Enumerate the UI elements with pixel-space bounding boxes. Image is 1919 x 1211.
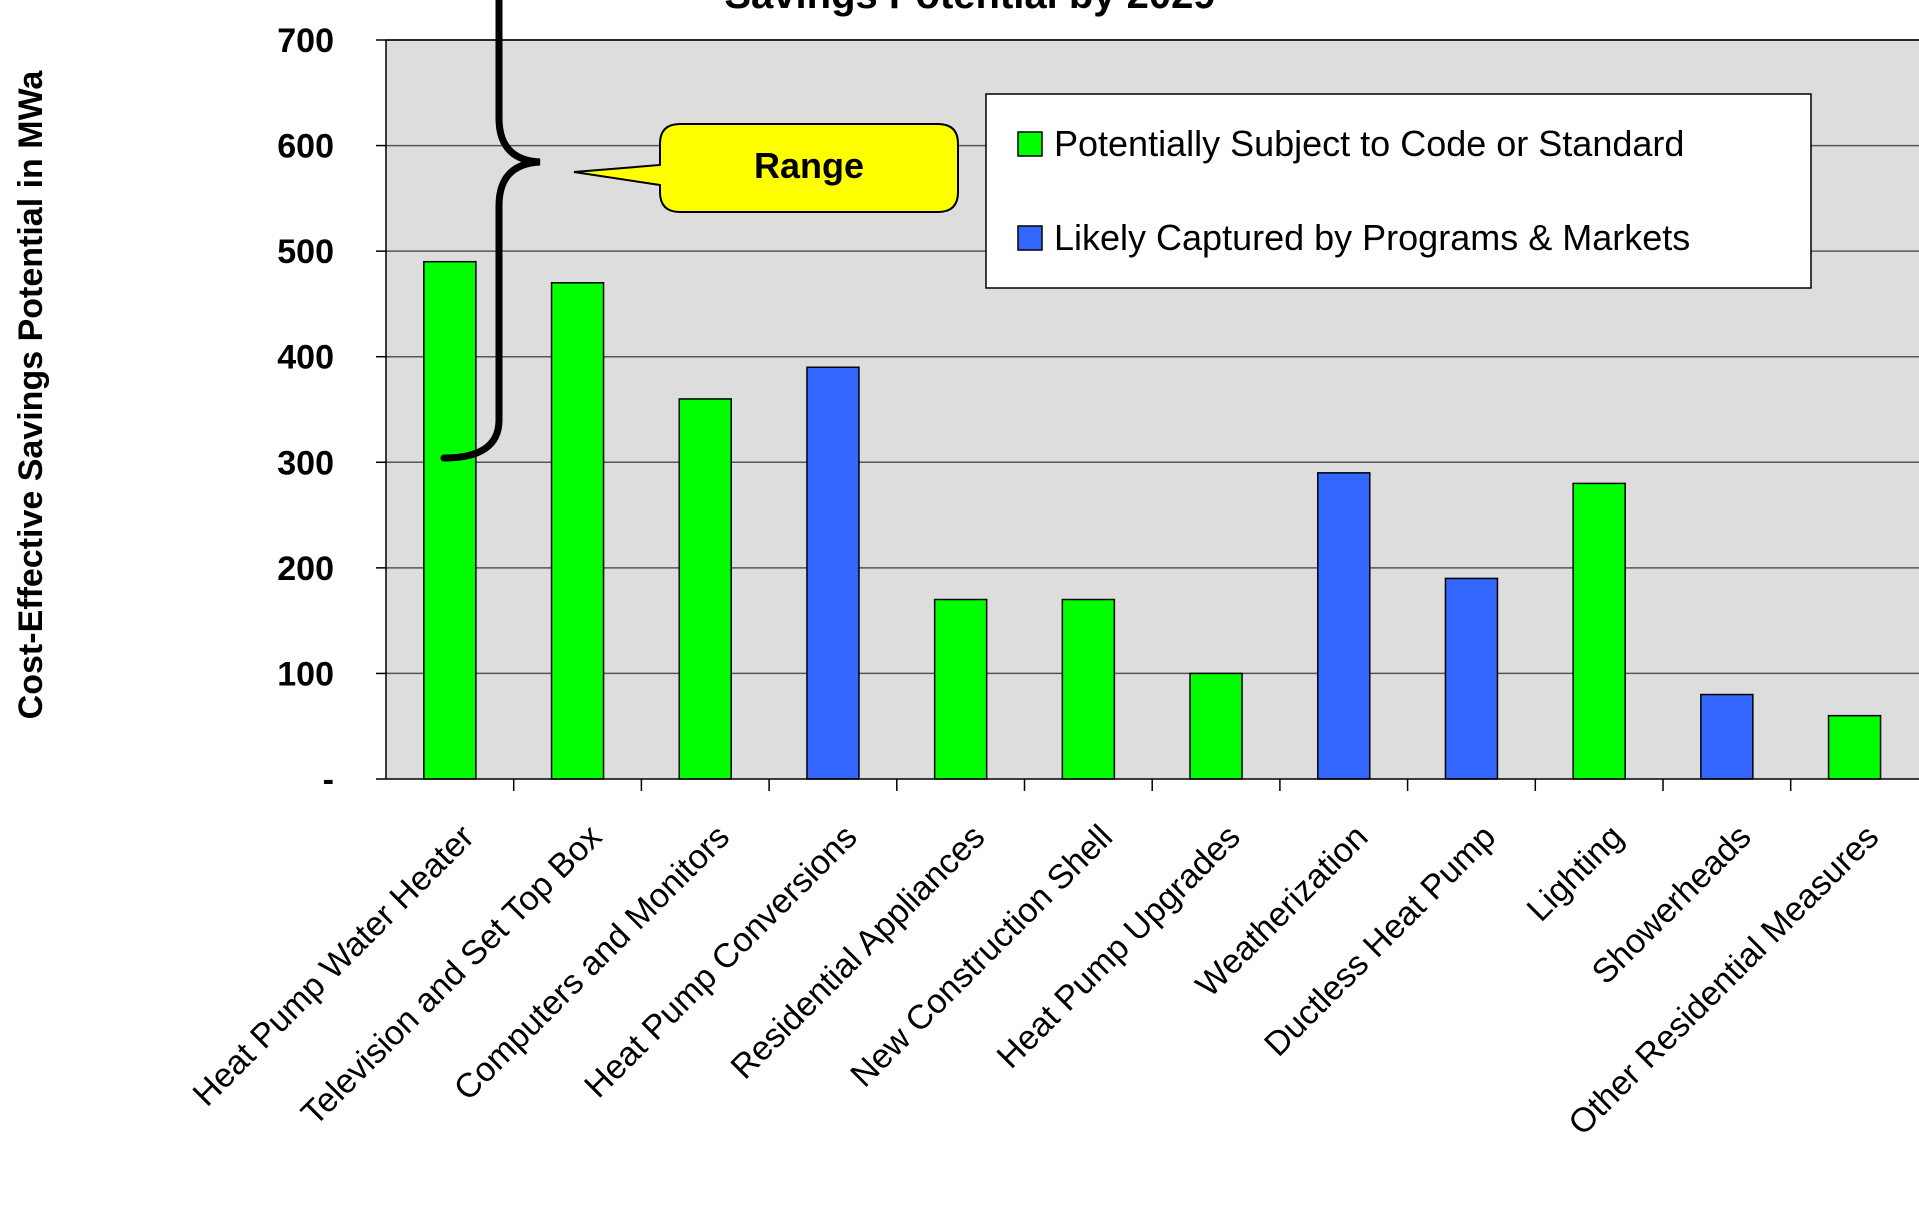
legend-swatch-programs-markets — [1017, 225, 1043, 251]
bar-heat-pump-upgrades — [1189, 672, 1243, 780]
range-annotation: Range — [440, 0, 959, 462]
bar-other-residential-measures — [1827, 714, 1882, 780]
y-tick-label-0: - — [323, 761, 334, 799]
chart-title: Savings Potential by 2029 — [724, 0, 1215, 17]
bar-new-construction-shell — [1061, 598, 1116, 780]
y-tick-label-600: 600 — [277, 128, 334, 166]
legend-swatch-code-standard — [1017, 131, 1043, 157]
legend-label-programs-markets: Likely Captured by Programs & Markets — [1054, 217, 1690, 258]
y-tick-label-200: 200 — [277, 550, 334, 588]
axes-layer — [385, 39, 1919, 791]
y-tick-labels: - 100 200 300 400 500 600 700 — [277, 22, 334, 799]
bar-residential-appliances — [933, 598, 988, 780]
x-tick-label-lighting: Lighting — [1520, 818, 1631, 929]
y-tick-label-700: 700 — [277, 22, 334, 60]
x-tick-label-ductless-heat-pump: Ductless Heat Pump — [1257, 818, 1503, 1064]
x-tick-label-heat-pump-upgrades: Heat Pump Upgrades — [990, 818, 1248, 1076]
bar-television-and-set-top-box — [550, 282, 605, 780]
y-tick-label-500: 500 — [277, 233, 334, 271]
bar-showerheads — [1700, 693, 1754, 780]
bar-ductless-heat-pump — [1444, 577, 1499, 780]
legend-label-code-standard: Potentially Subject to Code or Standard — [1054, 123, 1684, 164]
bar-heat-pump-water-heater — [423, 260, 477, 780]
legend-box — [985, 93, 1812, 289]
bar-lighting — [1572, 482, 1626, 780]
y-tick-label-300: 300 — [277, 444, 334, 482]
y-tick-label-100: 100 — [277, 655, 334, 693]
range-label: Range — [754, 145, 864, 186]
range-callout — [573, 123, 959, 213]
range-brace — [440, 0, 541, 462]
y-tick-label-400: 400 — [277, 339, 334, 377]
legend: Potentially Subject to Code or Standard … — [985, 93, 1812, 289]
bar-heat-pump-conversions — [806, 366, 860, 780]
x-tick-label-residential-appliances: Residential Appliances — [724, 818, 993, 1087]
bar-computers-and-monitors — [678, 398, 732, 780]
title-layer: Savings Potential by 2029 — [724, 0, 1215, 17]
x-tick-label-new-construction-shell: New Construction Shell — [843, 818, 1120, 1095]
bars-layer — [423, 260, 1882, 780]
y-axis-label: Cost-Effective Savings Potential in MWa — [12, 70, 50, 720]
bar-weatherization — [1317, 472, 1371, 780]
